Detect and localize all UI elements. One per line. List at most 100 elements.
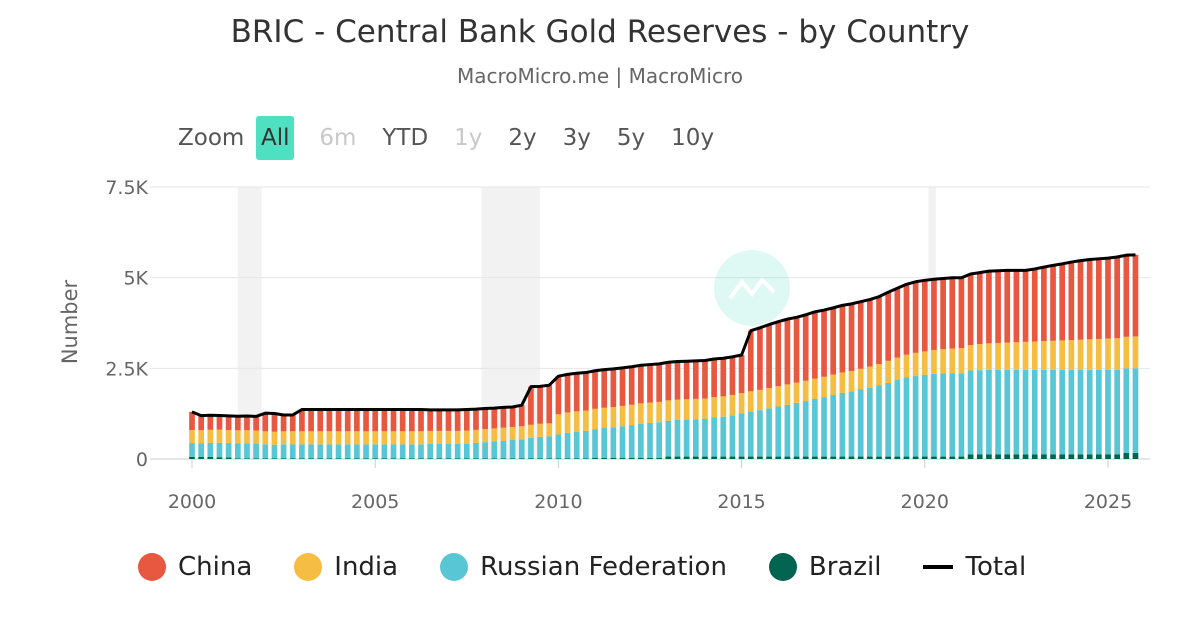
bar-russia: [409, 444, 415, 459]
bar-india: [1086, 339, 1093, 370]
bar-china: [271, 413, 278, 432]
bar-india: [931, 349, 937, 374]
bar-india: [848, 370, 855, 392]
bar-china: [1031, 268, 1038, 342]
legend-item-china[interactable]: China: [138, 552, 252, 582]
bar-india: [903, 354, 910, 378]
bar-brazil: [894, 456, 901, 459]
bar-russia: [500, 440, 507, 459]
bar-brazil: [518, 458, 525, 459]
bar-india: [1022, 341, 1029, 370]
bar-russia: [876, 385, 882, 457]
bar-russia: [537, 436, 543, 459]
bar-india: [738, 393, 745, 414]
bar-india: [857, 368, 864, 390]
bar-china: [747, 330, 754, 392]
y-axis: 0 2.5K 5K 7.5K: [105, 177, 148, 471]
bar-china: [1105, 258, 1111, 339]
bar-china: [280, 414, 287, 432]
bar-brazil: [427, 458, 433, 459]
bar-india: [830, 374, 837, 395]
zoom-button-3y[interactable]: 3y: [562, 125, 591, 151]
bar-brazil: [766, 456, 772, 459]
bar-india: [1096, 338, 1102, 370]
bar-brazil: [390, 458, 397, 459]
bar-india: [1050, 340, 1056, 370]
bar-russia: [674, 419, 681, 457]
bar-brazil: [967, 454, 974, 459]
zoom-button-5y[interactable]: 5y: [616, 125, 646, 151]
bar-russia: [271, 444, 278, 459]
bar-russia: [802, 401, 809, 457]
bar-brazil: [647, 457, 653, 459]
bar-brazil: [528, 458, 534, 459]
bar-russia: [766, 408, 772, 457]
bric-gold-reserves-chart: 0 2.5K 5K 7.5K 2000 2005 2010 2015 2020 2025 Num…: [58, 177, 1150, 513]
bar-brazil: [702, 456, 708, 459]
bar-india: [537, 423, 543, 437]
bar-russia: [747, 411, 754, 457]
zoom-button-10y[interactable]: 10y: [671, 125, 715, 151]
bar-china: [1114, 256, 1120, 339]
bar-china: [372, 409, 379, 432]
bar-india: [262, 431, 269, 445]
bar-china: [299, 409, 305, 432]
bar-russia: [857, 389, 864, 457]
y-axis-title: Number: [58, 279, 82, 364]
legend-dot-icon: [138, 553, 166, 581]
bar-brazil: [885, 456, 891, 459]
bar-brazil: [1096, 454, 1102, 459]
bar-brazil: [720, 456, 727, 459]
bar-russia: [784, 404, 791, 457]
bar-india: [418, 431, 424, 445]
legend-item-total[interactable]: Total: [923, 552, 1026, 582]
bar-india: [958, 348, 965, 374]
bar-india: [619, 405, 626, 427]
bar-russia: [711, 417, 717, 457]
zoom-button-all[interactable]: All: [256, 116, 295, 160]
bar-brazil: [857, 456, 864, 459]
bar-russia: [573, 431, 580, 459]
bar-brazil: [244, 458, 250, 459]
legend-line-icon: [923, 565, 954, 569]
zoom-button-ytd[interactable]: YTD: [382, 125, 429, 151]
bar-china: [518, 405, 525, 427]
bar-china: [1059, 263, 1066, 341]
bar-china: [757, 327, 763, 390]
bar-brazil: [830, 456, 837, 459]
x-tick-label: 2020: [901, 491, 949, 513]
bar-china: [207, 415, 214, 430]
legend-label: Russian Federation: [480, 552, 727, 582]
bar-china: [198, 415, 204, 431]
bar-china: [638, 365, 644, 404]
bar-russia: [894, 380, 901, 457]
bar-india: [692, 398, 699, 420]
bar-brazil: [1022, 454, 1029, 459]
bar-india: [784, 384, 791, 405]
bar-brazil: [308, 458, 314, 459]
legend-item-india[interactable]: India: [294, 552, 398, 582]
bar-india: [427, 430, 433, 444]
y-tick-label: 7.5K: [105, 177, 148, 199]
zoom-bar: Zoom All 6m YTD 1y 2y 3y 5y 10y: [178, 116, 727, 160]
bar-china: [500, 407, 507, 428]
chart-legend: China India Russian Federation Brazil Total: [138, 552, 1068, 582]
bar-india: [766, 388, 772, 409]
bar-china: [976, 272, 983, 345]
legend-item-russia[interactable]: Russian Federation: [440, 552, 727, 582]
legend-item-brazil[interactable]: Brazil: [768, 552, 881, 582]
bar-russia: [1114, 369, 1120, 455]
bar-brazil: [253, 458, 259, 459]
zoom-label: Zoom: [178, 125, 245, 151]
bar-china: [409, 409, 415, 432]
bar-russia: [830, 394, 837, 457]
bar-brazil: [491, 458, 498, 459]
bar-china: [647, 364, 653, 403]
bar-russia: [1105, 369, 1111, 455]
bar-brazil: [225, 457, 232, 459]
bar-china: [986, 271, 992, 344]
zoom-button-2y[interactable]: 2y: [508, 125, 537, 151]
bar-russia: [1123, 368, 1130, 453]
bar-russia: [555, 434, 562, 459]
bar-brazil: [912, 456, 919, 459]
